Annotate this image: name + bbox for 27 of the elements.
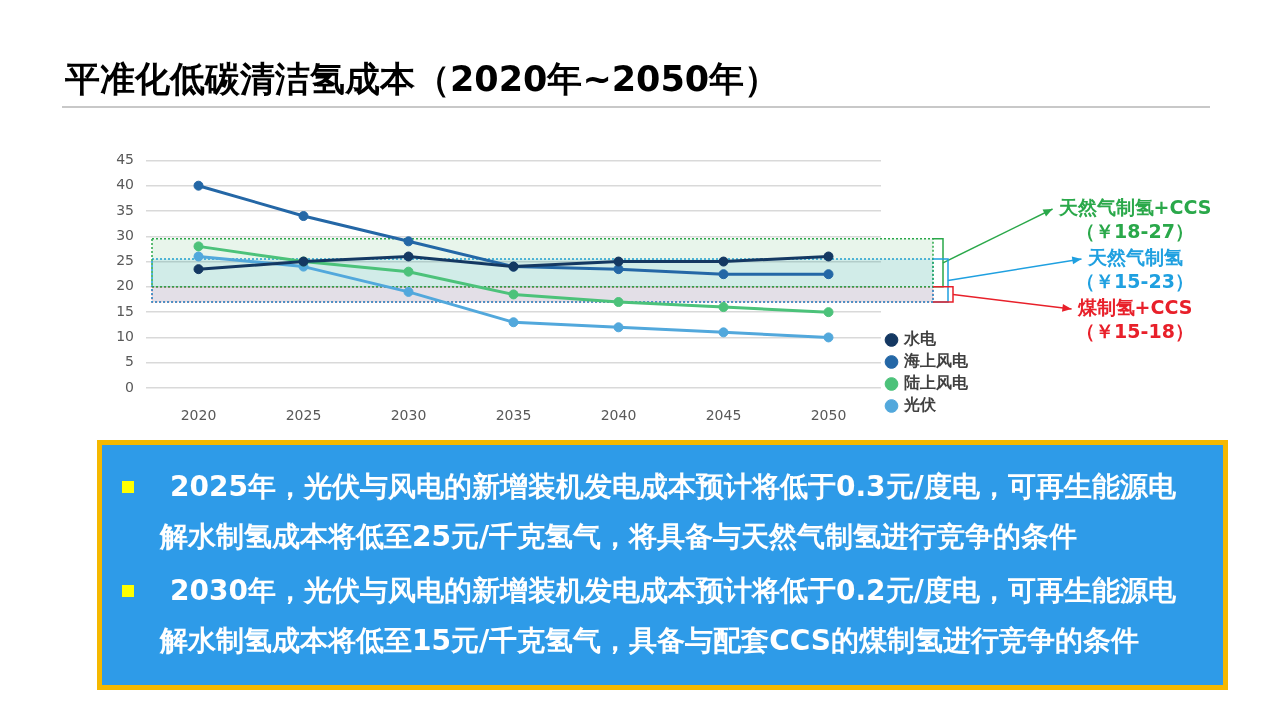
x-tick-label: 2045 xyxy=(705,407,742,424)
text: 2025年，光伏与风电的新增装机发电成本预计将低于0.3元/度电，可再生能源电解水制氢成本将低至25元/千克氢气，将具备与天然气制氢进行竞争的条件 xyxy=(160,470,1176,553)
x-tick-label: 2030 xyxy=(390,407,427,424)
legend-label: 煤制氢+CCS（￥15-18） xyxy=(1076,295,1194,342)
y-tick-label: 30 xyxy=(116,226,134,243)
y-tick-label: 35 xyxy=(116,201,134,218)
y-tick-label: 25 xyxy=(116,252,134,269)
legend-label: 天然气制氢+CCS（￥18-27） xyxy=(1057,195,1212,242)
y-tick-label: 45 xyxy=(116,151,134,168)
x-tick-label: 2025 xyxy=(285,407,322,424)
x-tick-label: 2035 xyxy=(495,407,532,424)
legend-label: 陆上风电 xyxy=(904,373,969,393)
legend-label: 光伏 xyxy=(903,395,937,415)
band-label: 天然气制氢（￥15-23） xyxy=(1076,245,1194,292)
y-tick-label: 40 xyxy=(116,176,134,193)
x-tick-label: 2050 xyxy=(810,407,847,424)
x-tick-label: 2040 xyxy=(600,407,637,424)
y-tick-label: 0 xyxy=(125,378,134,395)
legend-label: 水电 xyxy=(903,329,937,349)
legend-label: 海上风电 xyxy=(903,351,969,371)
x-tick-label: 2020 xyxy=(180,407,217,424)
chart-title: 平准化低碳清洁氢成本（2020年~2050年） xyxy=(65,58,780,101)
y-tick-label: 20 xyxy=(116,277,134,294)
y-tick-label: 15 xyxy=(116,302,134,319)
y-tick-label: 10 xyxy=(116,328,134,345)
y-tick-label: 5 xyxy=(125,353,134,370)
text: 2030年，光伏与风电的新增装机发电成本预计将低于0.2元/度电，可再生能源电解水制氢成本将低至15元/千克氢气，具备与配套CCS的煤制氢进行竞争的条件 xyxy=(160,574,1176,657)
